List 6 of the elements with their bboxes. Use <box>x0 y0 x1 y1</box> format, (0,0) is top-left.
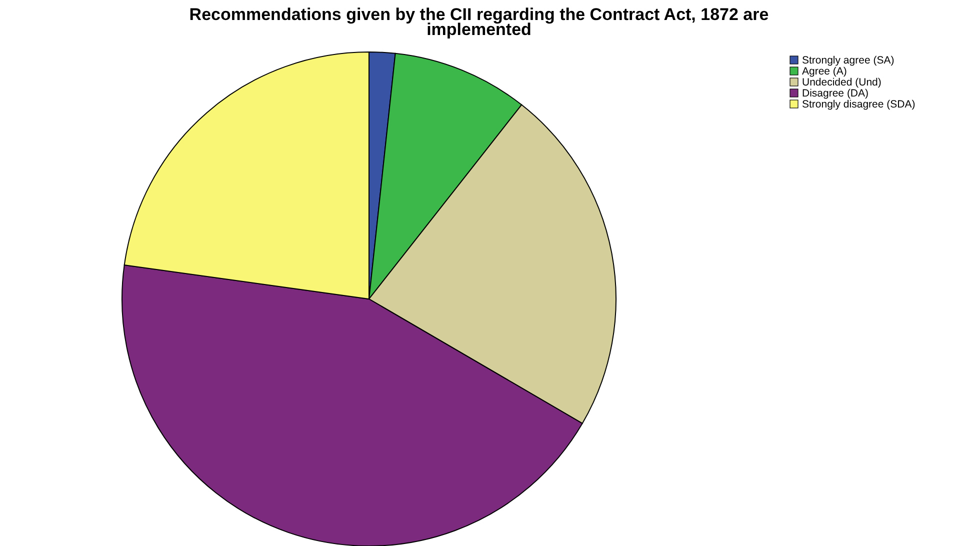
legend-label: Strongly agree (SA) <box>802 54 894 66</box>
legend-label: Undecided (Und) <box>802 76 882 88</box>
chart-title: Recommendations given by the CII regarding the Contract Act, 1872 are implemented <box>189 5 769 39</box>
legend-label: Disagree (DA) <box>802 88 869 100</box>
legend-label: Agree (A) <box>802 66 847 78</box>
legend-label: Strongly disagree (SDA) <box>802 98 916 110</box>
